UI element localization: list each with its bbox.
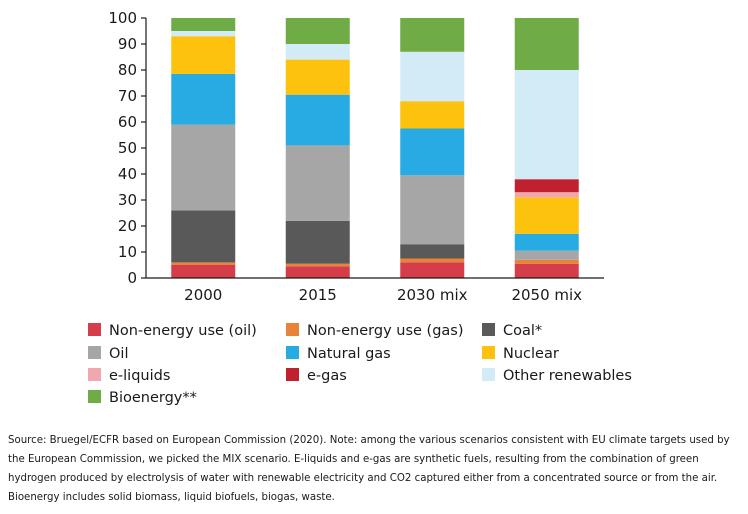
bar-segment-coal [171, 210, 236, 263]
y-tick-label: 0 [127, 269, 137, 287]
bar-segment-bioenergy [285, 18, 350, 44]
y-tick-label: 10 [118, 243, 137, 261]
bar-segment-non-energy-use-oil [514, 263, 579, 278]
legend-label: Non-energy use (oil) [109, 323, 257, 339]
legend-item-bioenergy: Bioenergy** [88, 390, 197, 406]
y-tick-label: 100 [108, 9, 137, 27]
bar-segment-natural-gas [285, 94, 350, 146]
y-axis: 0 10 20 30 40 50 60 70 80 90 100 [108, 9, 147, 287]
legend-swatch [88, 323, 101, 336]
legend-swatch [88, 346, 101, 359]
legend-label: e-liquids [109, 368, 170, 384]
legend-label: Natural gas [307, 346, 391, 362]
bar-segment-nuclear [514, 197, 579, 234]
legend-swatch [88, 390, 101, 403]
legend-swatch [286, 346, 299, 359]
legend-item-coal: Coal* [482, 323, 542, 339]
bar-segment-other-renewables [400, 51, 465, 102]
bar-segment-non-energy-use-gas [514, 259, 579, 264]
y-tick-label: 20 [118, 217, 137, 235]
bar-segment-natural-gas [514, 233, 579, 251]
bar-segment-coal [285, 220, 350, 264]
bar-segment-oil [285, 145, 350, 221]
y-tick-label: 80 [118, 61, 137, 79]
legend-label: Non-energy use (gas) [307, 323, 464, 339]
bar-segment-bioenergy [400, 18, 465, 52]
legend-item-non-energy-use-gas: Non-energy use (gas) [286, 323, 464, 339]
legend-item-oil: Oil [88, 346, 128, 362]
legend: Non-energy use (oil) Non-energy use (gas)… [88, 323, 632, 406]
bar-segment-non-energy-use-oil [285, 266, 350, 278]
legend-swatch [482, 346, 495, 359]
legend-label: Other renewables [503, 368, 632, 384]
legend-label: Coal* [503, 323, 542, 339]
legend-swatch [88, 368, 101, 381]
bar-segment-non-energy-use-gas [400, 258, 465, 263]
legend-item-nuclear: Nuclear [482, 346, 559, 362]
y-tick-label: 30 [118, 191, 137, 209]
y-tick-label: 50 [118, 139, 137, 157]
bar-stack-2030-mix [400, 18, 465, 278]
x-category-label: 2000 [184, 286, 222, 304]
x-axis: 2000 2015 2030 mix 2050 mix [146, 277, 604, 304]
bar-segment-non-energy-use-oil [171, 265, 236, 278]
bar-segment-oil [400, 175, 465, 245]
x-category-label: 2050 mix [511, 286, 582, 304]
legend-item-non-energy-use-oil: Non-energy use (oil) [88, 323, 257, 339]
bar-segment-other-renewables [285, 44, 350, 60]
bars [171, 18, 579, 278]
legend-item-natural-gas: Natural gas [286, 346, 391, 362]
y-tick-label: 40 [118, 165, 137, 183]
bar-stack-2000 [171, 18, 236, 278]
bar-segment-e-gas [514, 179, 579, 193]
legend-label: Bioenergy** [109, 390, 197, 406]
bar-segment-nuclear [171, 36, 236, 74]
x-category-label: 2015 [299, 286, 337, 304]
legend-label: e-gas [307, 368, 347, 384]
bar-segment-nuclear [285, 59, 350, 95]
bar-segment-non-energy-use-gas [171, 262, 236, 265]
legend-swatch [286, 368, 299, 381]
legend-label: Oil [109, 346, 128, 362]
bar-segment-natural-gas [171, 73, 236, 125]
bar-segment-coal [400, 244, 465, 259]
bar-stack-2015 [285, 18, 350, 278]
bar-segment-natural-gas [400, 128, 465, 176]
legend-swatch [286, 323, 299, 336]
legend-item-other-renewables: Other renewables [482, 368, 632, 384]
bar-segment-non-energy-use-oil [400, 262, 465, 278]
bar-segment-oil [514, 250, 579, 260]
x-category-label: 2030 mix [397, 286, 468, 304]
bar-segment-bioenergy [514, 18, 579, 70]
source-note: Source: Bruegel/ECFR based on European C… [8, 435, 730, 503]
legend-label: Nuclear [503, 346, 559, 362]
legend-swatch [482, 368, 495, 381]
legend-swatch [482, 323, 495, 336]
y-tick-label: 90 [118, 35, 137, 53]
bar-segment-non-energy-use-gas [285, 263, 350, 267]
bar-segment-oil [171, 124, 236, 211]
bar-segment-other-renewables [514, 70, 579, 180]
bar-segment-bioenergy [171, 18, 236, 31]
legend-item-e-gas: e-gas [286, 368, 347, 384]
bar-stack-2050-mix [514, 18, 579, 278]
y-tick-label: 60 [118, 113, 137, 131]
bar-segment-e-liquids [514, 192, 579, 198]
bar-segment-nuclear [400, 101, 465, 129]
legend-item-e-liquids: e-liquids [88, 368, 170, 384]
bar-segment-other-renewables [171, 31, 236, 37]
y-tick-label: 70 [118, 87, 137, 105]
